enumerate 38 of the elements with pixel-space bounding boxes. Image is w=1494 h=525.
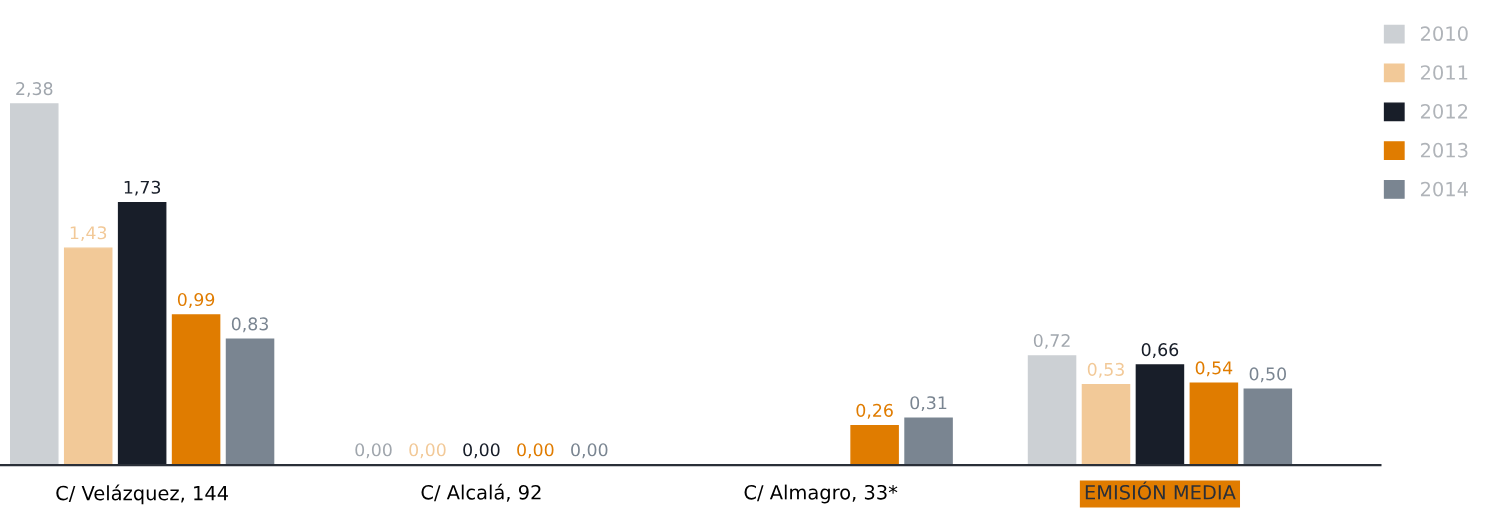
data-label: 0,26 — [856, 403, 893, 419]
data-label: 0,83 — [231, 317, 268, 333]
bar — [117, 201, 167, 466]
data-label: 0,00 — [355, 443, 392, 459]
data-label: 0,54 — [1195, 361, 1233, 377]
data-label: 2,38 — [16, 82, 53, 97]
data-label: 0,00 — [571, 443, 608, 459]
legend-label: 2013 — [1420, 142, 1468, 158]
bar — [904, 417, 953, 466]
bar — [1189, 382, 1239, 466]
bar — [9, 103, 59, 466]
data-label: 1,73 — [124, 180, 161, 196]
data-label: 1,43 — [70, 226, 107, 242]
bar — [171, 314, 221, 466]
data-label: 0,53 — [1087, 362, 1124, 378]
legend-label: 2014 — [1420, 181, 1468, 197]
data-label: 0,00 — [517, 443, 554, 459]
data-label: 0,00 — [409, 443, 446, 459]
bar — [225, 338, 275, 466]
x-tick-label: C/ Velázquez, 144 — [56, 484, 229, 505]
legend-label: 2012 — [1420, 104, 1468, 119]
x-tick-label: C/ Alcalá, 92 — [421, 483, 541, 502]
bar — [1135, 364, 1185, 466]
data-label: 0,50 — [1249, 367, 1286, 383]
bar — [1243, 388, 1293, 466]
x-tick-label: EMISIÓN MEDIA — [1085, 481, 1236, 500]
data-label: 0,72 — [1033, 333, 1070, 349]
bar — [63, 247, 113, 466]
data-label: 0,31 — [910, 396, 947, 412]
bar — [1081, 384, 1131, 466]
legend-label: 2011 — [1420, 65, 1468, 80]
legend-label: 2010 — [1420, 26, 1468, 42]
x-tick-label: C/ Almagro, 33* — [744, 484, 898, 504]
data-label: 0,66 — [1141, 343, 1179, 358]
data-label: 0,99 — [177, 292, 215, 308]
bar — [1027, 355, 1077, 466]
data-label: 0,00 — [463, 443, 500, 459]
bar — [850, 424, 899, 466]
